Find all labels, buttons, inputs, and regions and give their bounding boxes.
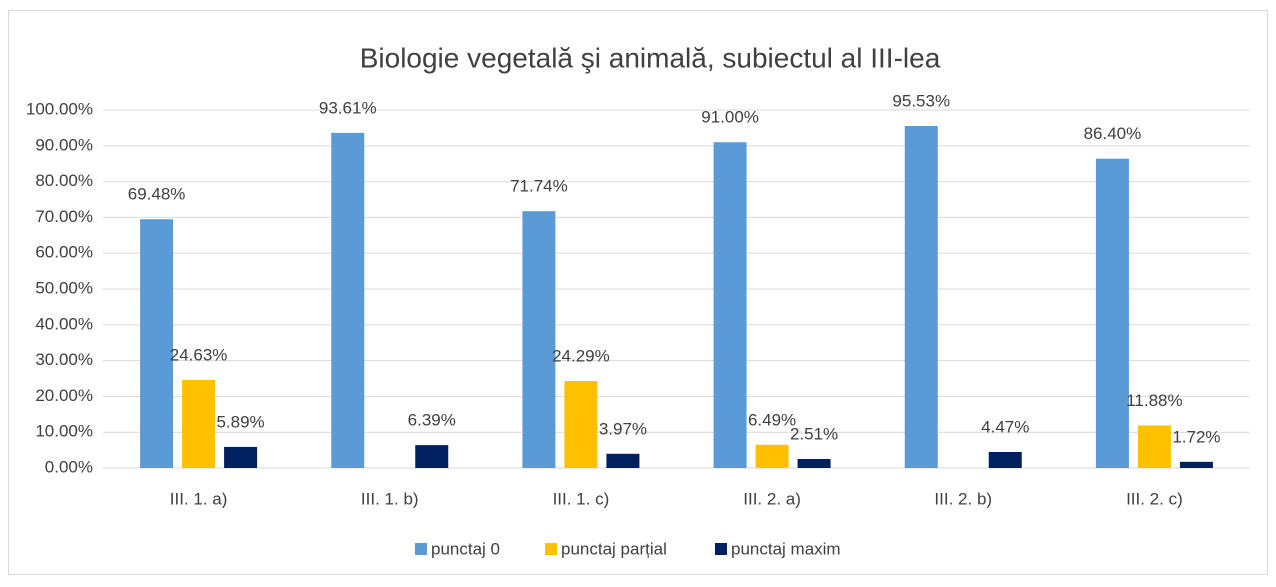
data-label: 95.53%: [892, 91, 950, 110]
bar: [713, 142, 747, 468]
bar: [1179, 461, 1213, 468]
bar: [988, 451, 1022, 468]
bar: [140, 219, 174, 468]
y-tick-label: 70.00%: [35, 207, 93, 226]
legend-label: punctaj 0: [431, 539, 500, 558]
data-label: 5.89%: [216, 412, 264, 431]
bar: [755, 444, 789, 468]
bar: [331, 132, 365, 468]
y-tick-label: 60.00%: [35, 243, 93, 262]
x-tick-label: III. 1. c): [553, 489, 610, 508]
data-label: 6.39%: [408, 411, 456, 430]
x-tick-label: III. 1. a): [170, 489, 228, 508]
data-label: 3.97%: [599, 419, 647, 438]
data-label: 86.40%: [1084, 124, 1142, 143]
bar: [564, 381, 598, 468]
bar: [182, 379, 216, 468]
x-tick-label: III. 1. b): [361, 489, 419, 508]
data-label: 24.63%: [170, 345, 228, 364]
y-tick-label: 50.00%: [35, 278, 93, 297]
bar: [415, 445, 449, 468]
data-label: 69.48%: [128, 185, 186, 204]
chart-title: Biologie vegetală şi animală, subiectul …: [360, 42, 941, 73]
data-label: 24.29%: [552, 347, 610, 366]
y-tick-label: 20.00%: [35, 386, 93, 405]
y-tick-label: 0.00%: [45, 457, 93, 476]
y-tick-label: 100.00%: [26, 99, 93, 118]
data-label: 93.61%: [319, 98, 377, 117]
bar: [522, 211, 556, 468]
data-label: 6.49%: [748, 410, 796, 429]
legend-swatch: [715, 543, 727, 555]
data-label: 1.72%: [1172, 427, 1220, 446]
data-label: 2.51%: [790, 424, 838, 443]
data-label: 11.88%: [1126, 391, 1182, 410]
data-label: 71.74%: [510, 177, 568, 196]
legend-label: punctaj parțial: [561, 539, 667, 558]
bar: [606, 453, 640, 468]
chart-frame: [8, 10, 1268, 575]
y-tick-label: 30.00%: [35, 350, 93, 369]
legend-swatch: [415, 543, 427, 555]
x-tick-label: III. 2. a): [743, 489, 801, 508]
data-label: 4.47%: [981, 417, 1029, 436]
x-tick-label: III. 2. b): [934, 489, 992, 508]
y-tick-label: 80.00%: [35, 171, 93, 190]
bar: [224, 446, 258, 468]
bar: [797, 459, 831, 468]
data-label: 91.00%: [701, 108, 759, 127]
legend-swatch: [545, 543, 557, 555]
y-tick-label: 40.00%: [35, 314, 93, 333]
bar: [1095, 158, 1129, 469]
x-tick-label: III. 2. c): [1126, 489, 1183, 508]
bar: [1137, 425, 1171, 468]
y-tick-label: 90.00%: [35, 135, 93, 154]
legend-label: punctaj maxim: [731, 539, 841, 558]
y-tick-label: 10.00%: [35, 422, 93, 441]
bar: [904, 126, 938, 469]
